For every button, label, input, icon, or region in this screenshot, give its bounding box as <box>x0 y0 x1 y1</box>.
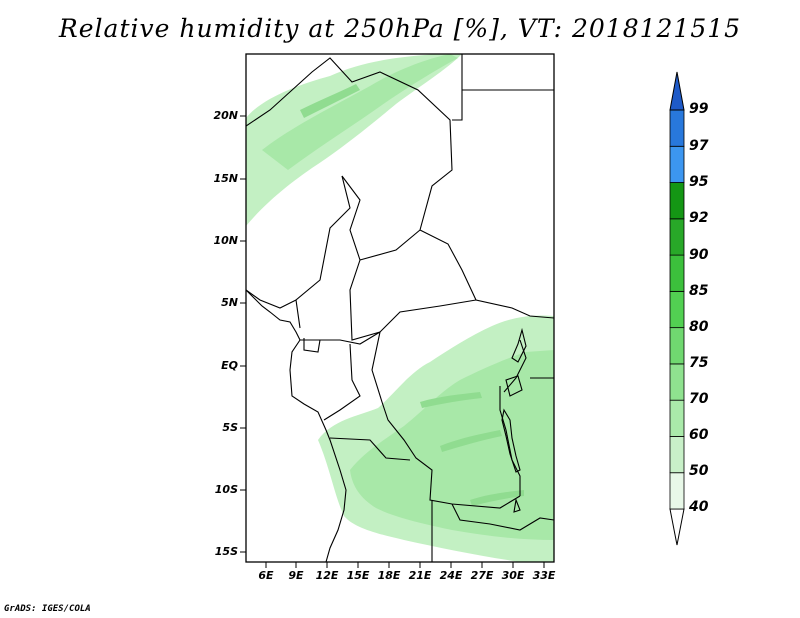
colorbar-label: 80 <box>689 319 709 335</box>
lake-outline <box>501 408 521 473</box>
x-tick-label: 12E <box>315 569 339 582</box>
x-tick-label: 21E <box>408 569 432 582</box>
humidity-band-north-streak <box>262 54 458 170</box>
y-tick-label: 5N <box>221 296 238 309</box>
x-tick-label: 9E <box>288 569 304 582</box>
colorbar-segment <box>669 290 685 329</box>
colorbar-segment <box>669 218 685 256</box>
credit-text: GrADS: IGES/COLA <box>4 604 91 614</box>
border-line <box>246 289 297 309</box>
lake-outline <box>513 497 521 513</box>
humidity-streak <box>470 490 524 506</box>
x-tick-label: 18E <box>377 569 401 582</box>
colorbar-segment <box>669 399 685 437</box>
colorbar-segment <box>669 109 685 147</box>
colorbar-segment <box>669 254 685 292</box>
colorbar-label: 97 <box>689 138 709 154</box>
humidity-streak <box>420 392 482 408</box>
x-tick-label: 33E <box>532 569 556 582</box>
border-line <box>503 339 527 393</box>
colorbar <box>669 71 685 546</box>
border-line <box>300 331 381 345</box>
x-tick-label: 24E <box>439 569 463 582</box>
border-line <box>499 386 521 496</box>
border-line <box>303 338 321 353</box>
y-tick-label: 15S <box>214 545 238 558</box>
x-tick-label: 30E <box>501 569 525 582</box>
country-borders <box>246 54 554 562</box>
humidity-shading <box>246 54 554 562</box>
colorbar-label: 60 <box>689 427 709 443</box>
humidity-streak <box>440 430 502 452</box>
border-line <box>329 437 411 461</box>
colorbar-segment <box>669 182 685 220</box>
humidity-band-north <box>246 54 462 226</box>
x-tick-label: 6E <box>258 569 274 582</box>
border-line <box>419 229 554 319</box>
border-line <box>452 54 463 121</box>
y-tick-label: EQ <box>221 359 238 372</box>
colorbar-label: 92 <box>689 210 709 226</box>
colorbar-segment <box>669 363 685 401</box>
map-frame <box>245 53 555 563</box>
border-line <box>295 175 351 329</box>
y-tick-label: 15N <box>213 172 238 185</box>
border-line <box>371 331 521 509</box>
map-title: Relative humidity at 250hPa [%], VT: 201… <box>58 14 742 43</box>
colorbar-segment <box>669 145 685 183</box>
colorbar-label: 85 <box>689 283 709 299</box>
lake-outline <box>511 327 527 363</box>
colorbar-arrow-low <box>669 508 685 546</box>
colorbar-label: 95 <box>689 174 709 190</box>
colorbar-label: 70 <box>689 391 709 407</box>
coastline <box>246 289 347 562</box>
lake-outline <box>505 375 523 397</box>
humidity-band-north-core <box>300 84 360 118</box>
border-line <box>323 343 361 421</box>
y-tick-label: 20N <box>213 109 238 122</box>
colorbar-segment <box>669 436 685 474</box>
colorbar-arrow-high <box>669 71 685 111</box>
colorbar-label: 90 <box>689 247 709 263</box>
y-tick-label: 10N <box>213 234 238 247</box>
border-line <box>246 57 453 261</box>
colorbar-label: 40 <box>689 499 709 515</box>
colorbar-segment <box>669 472 685 510</box>
colorbar-segment <box>669 327 685 365</box>
border-line <box>451 503 554 531</box>
y-tick-label: 10S <box>214 483 238 496</box>
colorbar-label: 50 <box>689 463 709 479</box>
x-tick-label: 15E <box>346 569 370 582</box>
x-tick-label: 27E <box>470 569 494 582</box>
y-tick-label: 5S <box>222 421 238 434</box>
border-line <box>349 259 477 341</box>
colorbar-label: 99 <box>689 101 709 117</box>
colorbar-label: 75 <box>689 355 709 371</box>
axis-ticks <box>240 115 545 568</box>
